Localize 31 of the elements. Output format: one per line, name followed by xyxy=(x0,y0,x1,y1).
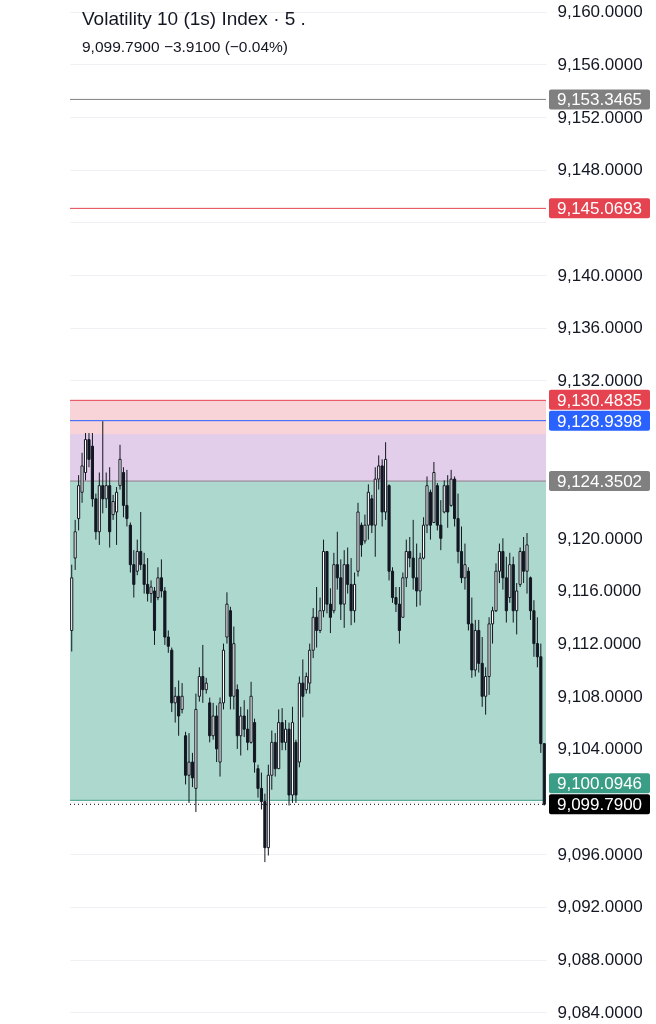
y-tick-label: 9,136.0000 xyxy=(557,318,643,338)
ref-line-label: 9,100.0946 xyxy=(556,774,643,794)
y-tick-label: 9,116.0000 xyxy=(557,581,642,601)
y-tick-label: 9,140.0000 xyxy=(557,265,643,285)
y-tick-label: 9,096.0000 xyxy=(557,844,643,864)
y-tick-label: 9,156.0000 xyxy=(557,54,643,74)
y-tick-label: 9,120.0000 xyxy=(557,528,643,548)
chart-title: Volatility 10 (1s) Index · 5 . xyxy=(82,8,306,29)
ref-line-label: 9,099.7900 xyxy=(556,795,643,815)
ref-line-label: 9,130.4835 xyxy=(556,390,643,410)
y-tick-label: 9,112.0000 xyxy=(557,634,642,654)
candlestick xyxy=(180,682,184,714)
candlestick xyxy=(115,486,119,546)
candlestick xyxy=(522,536,526,584)
y-tick-label: 9,132.0000 xyxy=(557,370,643,390)
y-tick-label: 9,160.0000 xyxy=(557,2,643,22)
y-tick-label: 9,092.0000 xyxy=(557,897,643,917)
candlestick xyxy=(177,679,181,737)
ref-line-label: 9,145.0693 xyxy=(556,199,643,219)
y-tick-label: 9,152.0000 xyxy=(557,107,643,127)
y-tick-label: 9,084.0000 xyxy=(557,1002,643,1022)
y-tick-label: 9,104.0000 xyxy=(557,739,643,759)
candlestick xyxy=(146,557,150,602)
text: 9,099.7900 −3.9100 (−0.04%) xyxy=(82,38,288,55)
ref-line-label: 9,128.9398 xyxy=(556,411,643,431)
y-tick-label: 9,148.0000 xyxy=(557,160,643,180)
ref-line-label: 9,124.3502 xyxy=(556,472,643,492)
y-tick-label: 9,088.0000 xyxy=(557,950,643,970)
candlestick xyxy=(315,586,319,649)
ref-line-label: 9,153.3465 xyxy=(556,90,643,110)
y-tick-label: 9,108.0000 xyxy=(557,686,643,706)
